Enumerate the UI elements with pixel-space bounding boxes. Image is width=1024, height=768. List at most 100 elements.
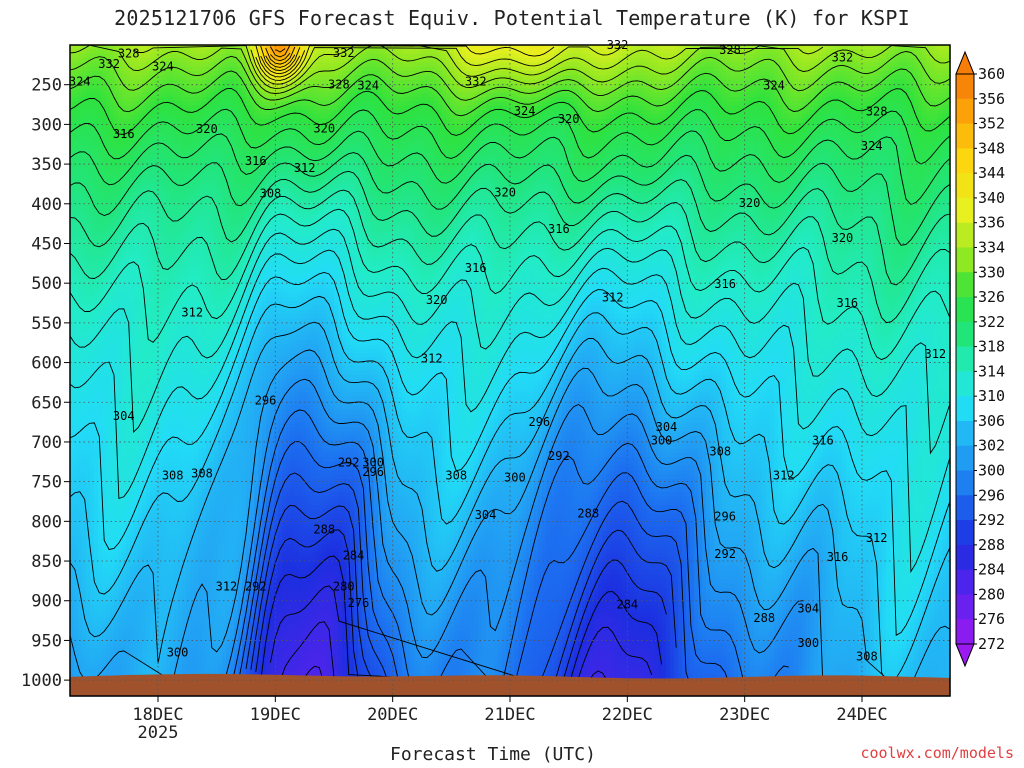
field-cell (598, 49, 603, 55)
field-cell (258, 62, 263, 68)
field-cell (782, 110, 787, 116)
field-cell (162, 84, 167, 89)
field-cell (554, 118, 559, 124)
field-cell (130, 140, 135, 146)
field-cell (862, 45, 867, 50)
field-cell (94, 131, 99, 137)
field-cell (554, 131, 559, 137)
field-cell (338, 118, 343, 124)
field-cell (142, 118, 147, 124)
field-cell (266, 105, 271, 111)
field-cell (914, 118, 919, 124)
field-cell (738, 97, 743, 103)
field-cell (734, 66, 739, 72)
field-cell (566, 49, 571, 55)
field-cell (730, 79, 735, 85)
field-cell (350, 49, 355, 55)
field-cell (214, 118, 219, 124)
field-cell (830, 79, 835, 85)
field-cell (702, 136, 707, 142)
field-cell (394, 127, 399, 133)
field-cell (210, 127, 215, 133)
field-cell (118, 97, 123, 103)
field-cell (186, 66, 191, 72)
field-cell (86, 58, 91, 63)
field-cell (154, 92, 159, 98)
field-cell (294, 66, 299, 72)
field-cell (170, 58, 175, 63)
field-cell (554, 88, 559, 94)
field-cell (662, 66, 667, 72)
field-cell (450, 123, 455, 129)
field-cell (514, 84, 519, 89)
field-cell (822, 45, 827, 50)
field-cell (762, 75, 767, 81)
field-cell (694, 127, 699, 133)
field-cell (574, 49, 579, 55)
field-cell (546, 71, 551, 76)
field-cell (314, 136, 319, 142)
field-cell (434, 131, 439, 137)
field-cell (762, 49, 767, 55)
field-cell (430, 110, 435, 116)
field-cell (182, 97, 187, 103)
field-cell (90, 49, 95, 55)
field-cell (894, 127, 899, 133)
field-cell (378, 84, 383, 89)
field-cell (826, 136, 831, 142)
field-cell (582, 79, 587, 85)
field-cell (214, 45, 219, 50)
field-cell (750, 92, 755, 98)
field-cell (794, 58, 799, 63)
field-cell (566, 114, 571, 120)
field-cell (878, 101, 883, 107)
field-cell (250, 136, 255, 142)
field-cell (454, 105, 459, 111)
field-cell (202, 49, 207, 55)
field-cell (678, 88, 683, 94)
field-cell (790, 114, 795, 120)
field-cell (922, 101, 927, 107)
field-cell (398, 58, 403, 63)
field-cell (354, 62, 359, 68)
field-cell (306, 92, 311, 98)
field-cell (150, 58, 155, 63)
field-cell (830, 53, 835, 59)
field-cell (202, 92, 207, 98)
field-cell (214, 114, 219, 120)
field-cell (874, 127, 879, 133)
field-cell (266, 45, 271, 50)
field-cell (166, 114, 171, 120)
field-cell (178, 71, 183, 76)
field-cell (458, 105, 463, 111)
field-cell (154, 118, 159, 124)
field-cell (890, 114, 895, 120)
field-cell (202, 131, 207, 137)
field-cell (822, 123, 827, 129)
field-cell (562, 75, 567, 81)
field-cell (510, 105, 515, 111)
field-cell (642, 53, 647, 59)
field-cell (402, 97, 407, 103)
field-cell (794, 105, 799, 111)
field-cell (430, 123, 435, 129)
field-cell (430, 118, 435, 124)
field-cell (382, 84, 387, 89)
field-cell (890, 58, 895, 63)
field-cell (150, 127, 155, 133)
field-cell (550, 88, 555, 94)
field-cell (886, 71, 891, 76)
field-cell (110, 53, 115, 59)
field-cell (814, 101, 819, 107)
field-cell (694, 62, 699, 68)
field-cell (642, 84, 647, 89)
field-cell (246, 79, 251, 85)
field-cell (190, 66, 195, 72)
field-cell (434, 127, 439, 133)
field-cell (102, 101, 107, 107)
field-cell (302, 118, 307, 124)
field-cell (458, 84, 463, 89)
field-cell (338, 66, 343, 72)
field-cell (254, 118, 259, 124)
field-cell (174, 92, 179, 98)
